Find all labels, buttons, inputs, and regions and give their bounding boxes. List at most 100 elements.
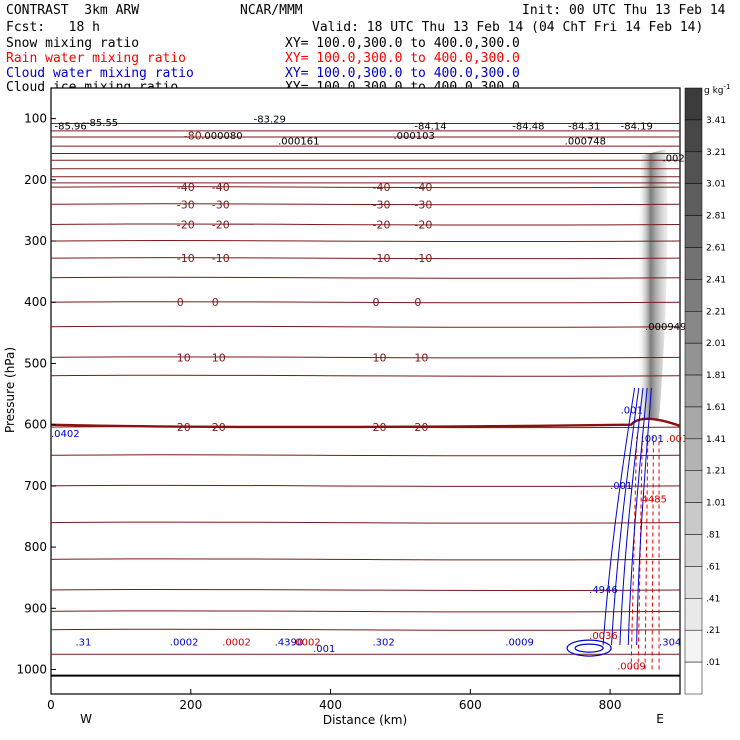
temperature-contour-label: 10	[372, 351, 386, 364]
colorbar-box	[684, 598, 703, 631]
field-value-label: -84.48	[512, 122, 544, 133]
colorbar-box	[684, 534, 703, 567]
temperature-contour-line	[50, 223, 681, 226]
field-value-label: .0402	[51, 429, 80, 440]
plot-frame	[50, 87, 681, 695]
temperature-contour-line	[50, 356, 681, 359]
temperature-contour-label: 20	[414, 421, 428, 434]
temperature-contour-line	[50, 454, 681, 457]
field-value-label: .302	[372, 638, 394, 649]
colorbar-box	[684, 87, 703, 121]
y-tick-label: 400	[24, 295, 47, 309]
x-tick-label: 200	[179, 698, 202, 712]
temperature-contour-line	[50, 628, 681, 631]
field-value-label: .0002	[292, 638, 321, 649]
y-tick-label: 800	[24, 540, 47, 554]
colorbar-label: 1.21	[706, 467, 726, 477]
colorbar-label: 2.81	[706, 212, 726, 222]
field-value-label: .304	[659, 638, 681, 649]
temperature-contour-line	[50, 558, 681, 561]
y-tick-label: 500	[24, 356, 47, 370]
field-name-rain: Rain water mixing ratio	[6, 51, 187, 66]
colorbar-label: 1.81	[706, 371, 726, 381]
colorbar-box	[684, 629, 703, 663]
field-value-label: -84.31	[568, 122, 600, 133]
colorbar-box	[684, 342, 703, 376]
colorbar-label: 2.41	[706, 275, 726, 285]
colorbar-label: .81	[706, 531, 720, 541]
x-axis-title: Distance (km)	[323, 713, 407, 727]
x-tick-label: 800	[599, 698, 622, 712]
colorbar-box	[684, 374, 703, 408]
field-value-label: -85.96	[54, 122, 86, 133]
colorbar-label: 3.01	[706, 180, 726, 190]
temperature-contour-label: -20	[177, 219, 195, 232]
freezing-level-contour	[50, 417, 681, 429]
x-tick-label: 0	[47, 698, 55, 712]
colorbar-label: 1.01	[706, 499, 726, 509]
colorbar-box	[684, 661, 703, 695]
colorbar-unit: g kg-1	[704, 83, 730, 96]
field-value-label: .001	[621, 406, 643, 417]
rain-water-contour	[630, 436, 638, 670]
field-value-label: .000080	[201, 131, 242, 142]
temperature-contour-label: -40	[212, 181, 230, 194]
field-value-label: .4390	[275, 638, 304, 649]
temperature-contour-label: -20	[212, 219, 230, 232]
temperature-contour-label: -40	[414, 181, 432, 194]
field-value-label: .000949	[645, 322, 686, 333]
colorbar-box	[684, 279, 703, 312]
colorbar-label: .61	[706, 562, 720, 572]
field-value-label: .000161	[278, 136, 319, 147]
colorbar-label: .21	[706, 626, 720, 636]
field-value-label: .0036	[589, 631, 618, 642]
colorbar-box	[684, 438, 703, 471]
colorbar-label: 1.41	[706, 435, 726, 445]
colorbar-label: .01	[706, 658, 720, 668]
field-value-label: -84.19	[621, 122, 653, 133]
temperature-contour-label: -10	[212, 252, 230, 265]
field-value-label: .0002	[222, 638, 251, 649]
temperature-contour-line	[50, 239, 681, 243]
temperature-contour-label: -40	[372, 181, 390, 194]
field-value-label: -84.14	[414, 122, 446, 133]
temperature-contour-line	[50, 186, 681, 189]
field-value-label: -85.55	[86, 118, 118, 129]
temperature-contour-label: 0	[414, 296, 421, 309]
field-value-label: .0009	[617, 662, 646, 673]
field-value-label: .0002	[170, 638, 199, 649]
colorbar-label: .41	[706, 594, 720, 604]
rain-water-contour	[637, 436, 643, 670]
field-value-label: .001	[610, 481, 632, 492]
field-name-snow: Snow mixing ratio	[6, 36, 140, 51]
y-tick-label: 200	[24, 173, 47, 187]
field-value-label: .000748	[565, 136, 606, 147]
temperature-contour-line	[50, 588, 681, 592]
temperature-contour-label: -10	[414, 252, 432, 265]
field-xy-rain: XY= 100.0,300.0 to 400.0,300.0	[285, 51, 520, 66]
field-value-label: .001	[313, 644, 335, 655]
temperature-contour-label: 10	[212, 351, 226, 364]
temperature-contour-label: 0	[177, 296, 184, 309]
temperature-contour-line	[50, 203, 681, 206]
temperature-contour-label: -40	[177, 181, 195, 194]
colorbar-box	[684, 502, 703, 535]
y-axis-title: Pressure (hPa)	[3, 347, 17, 433]
temperature-contour-label: -10	[177, 252, 195, 265]
colorbar-box	[684, 470, 703, 503]
rain-water-contour	[651, 436, 654, 670]
colorbar-box	[684, 247, 703, 280]
temperature-contour-line	[50, 484, 681, 487]
colorbar-label: 1.61	[706, 403, 726, 413]
colorbar-box	[684, 566, 703, 599]
field-value-label: .0020	[663, 153, 692, 164]
organization: NCAR/MMM	[240, 3, 303, 18]
colorbar-box	[684, 119, 703, 153]
colorbar-box	[684, 151, 703, 184]
x-tick-label: 400	[319, 698, 342, 712]
cloud-water-contour	[611, 387, 640, 646]
temperature-contour-line	[50, 610, 681, 613]
colorbar-label: 3.41	[706, 116, 726, 126]
temperature-contour-label: 20	[212, 421, 226, 434]
